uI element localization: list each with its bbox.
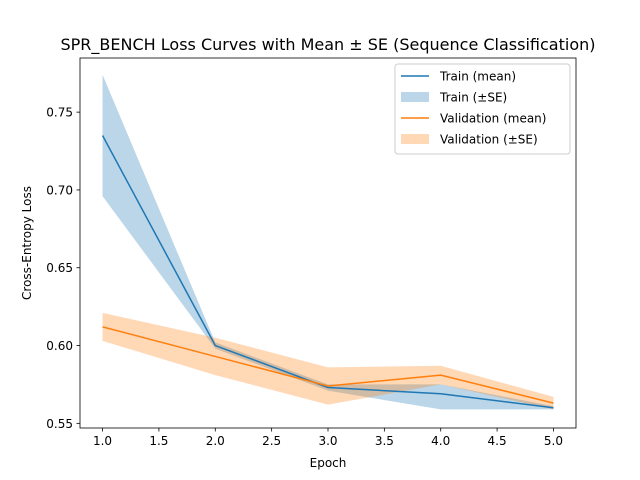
- y-axis-label: Cross-Entropy Loss: [20, 186, 34, 300]
- legend-frame: [394, 63, 571, 155]
- x-tick-label: 3.0: [318, 434, 337, 448]
- y-tick-label: 0.65: [46, 261, 73, 275]
- legend: Train (mean) Train (±SE) Validation (mean)…: [394, 63, 571, 155]
- y-axis-ticks: 0.55 0.60 0.65 0.70 0.75: [46, 106, 80, 431]
- plot-area: 1.0 1.5 2.0 2.5 3.0 3.5 4.0 4.5 5.0 0.55 0.60 0.65…: [46, 57, 577, 448]
- legend-label: Train (mean): [439, 70, 516, 84]
- legend-band-swatch-1: [401, 134, 429, 144]
- x-tick-label: 1.5: [149, 434, 168, 448]
- legend-label: Train (±SE): [439, 91, 507, 105]
- y-tick-label: 0.55: [46, 417, 73, 431]
- x-tick-label: 2.5: [262, 434, 281, 448]
- x-tick-label: 4.0: [431, 434, 450, 448]
- se-bands: [102, 74, 554, 410]
- x-tick-label: 2.0: [206, 434, 225, 448]
- y-tick-label: 0.70: [46, 183, 73, 197]
- y-tick-label: 0.60: [46, 339, 73, 353]
- x-axis-ticks: 1.0 1.5 2.0 2.5 3.0 3.5 4.0 4.5 5.0: [93, 428, 563, 448]
- legend-band-swatch-0: [401, 92, 429, 102]
- legend-label: Validation (±SE): [440, 133, 538, 147]
- y-tick-label: 0.75: [46, 106, 73, 120]
- x-tick-label: 3.5: [375, 434, 394, 448]
- mean-lines: [101, 135, 554, 409]
- x-tick-label: 4.5: [488, 434, 507, 448]
- x-tick-label: 1.0: [93, 434, 112, 448]
- chart-title: SPR_BENCH Loss Curves with Mean ± SE (Se…: [61, 35, 596, 55]
- x-axis-label: Epoch: [310, 456, 347, 470]
- se-band-1: [102, 312, 554, 410]
- x-tick-label: 5.0: [544, 434, 563, 448]
- legend-label: Validation (mean): [440, 112, 546, 126]
- legend-items: Train (mean) Train (±SE) Validation (mean)…: [401, 70, 546, 147]
